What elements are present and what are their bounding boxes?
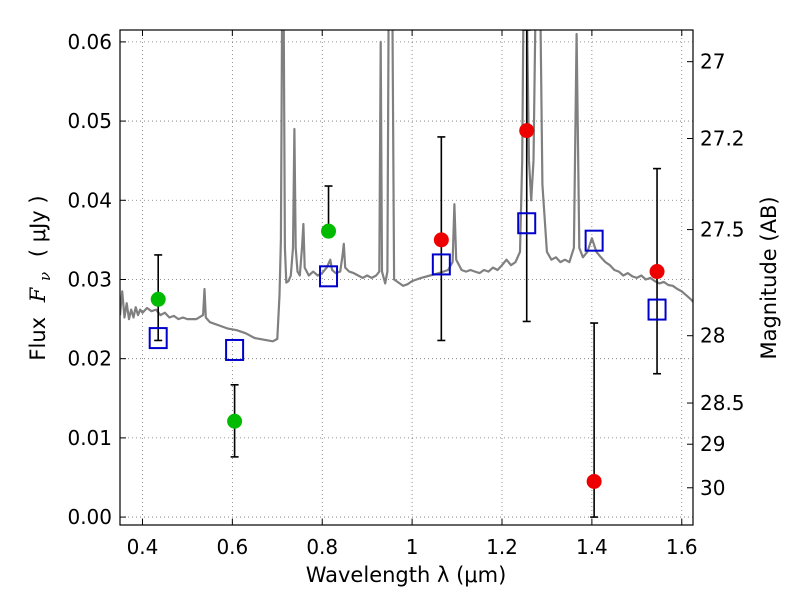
model-square-point (584, 229, 604, 252)
red-data-point (649, 264, 665, 280)
red-data-point (586, 473, 602, 489)
y-tick-label: 0.03 (67, 267, 112, 291)
model-square-point (647, 298, 667, 321)
grid (120, 30, 693, 525)
plot-frame (119, 29, 694, 526)
y-tick-label: 0.02 (67, 347, 112, 371)
y-tick-label: 0.00 (67, 505, 112, 529)
x-axis-label: Wavelength λ (μm) (306, 563, 507, 587)
model-square-point (319, 265, 339, 288)
green-data-point (321, 223, 337, 239)
y-axis-label-symbol: F (26, 286, 50, 303)
y2-tick-label: 29 (700, 432, 725, 456)
error-bar (522, 30, 531, 323)
y2-tick-label: 28 (700, 324, 725, 348)
y-axis-label-subscript: ν (36, 272, 54, 281)
y2-tick-label: 27 (700, 50, 725, 74)
green-data-point (227, 413, 243, 429)
x-tick-label: 0.8 (306, 535, 338, 559)
y-tick-label: 0.04 (67, 188, 112, 212)
y2-tick-label: 28.5 (700, 391, 745, 415)
model-square-point (225, 338, 245, 361)
model-square-point (148, 327, 168, 350)
model-square-point (517, 212, 537, 235)
x-tick-label: 1.2 (486, 535, 518, 559)
y2-tick-label: 27.2 (700, 127, 745, 151)
model-square-point (431, 253, 451, 276)
x-tick-label: 0.4 (127, 535, 159, 559)
error-bar (324, 185, 333, 232)
y-tick-label: 0.01 (67, 426, 112, 450)
red-data-point (519, 123, 535, 139)
spectrum-line (120, 30, 693, 343)
y2-tick-label: 27.5 (700, 218, 745, 242)
y2-axis-label: Magnitude (AB) (757, 196, 781, 359)
x-tick-label: 0.6 (216, 535, 248, 559)
plot-background (120, 30, 693, 525)
ticks: 0.4 0.6 0.8 1 1.2 1.4 1.6 0.00 0.01 0.02 0.03 0.04 0… (67, 30, 744, 559)
y-tick-label: 0.05 (67, 109, 112, 133)
y-axis-label-unit: ( μJy ) (26, 195, 50, 257)
y-tick-label: 0.06 (67, 30, 112, 54)
spectrum-layer (120, 30, 693, 343)
x-tick-label: 1 (406, 535, 419, 559)
red-data-point (433, 232, 449, 248)
y-axis-label: Flux F ν ( μJy ) (26, 195, 55, 360)
green-data-point (150, 291, 166, 307)
y2-tick-label: 30 (700, 476, 725, 500)
y-axis-label-prefix: Flux (26, 317, 50, 361)
x-tick-label: 1.4 (576, 535, 608, 559)
x-tick-label: 1.6 (666, 535, 698, 559)
marker-layer (148, 123, 667, 489)
